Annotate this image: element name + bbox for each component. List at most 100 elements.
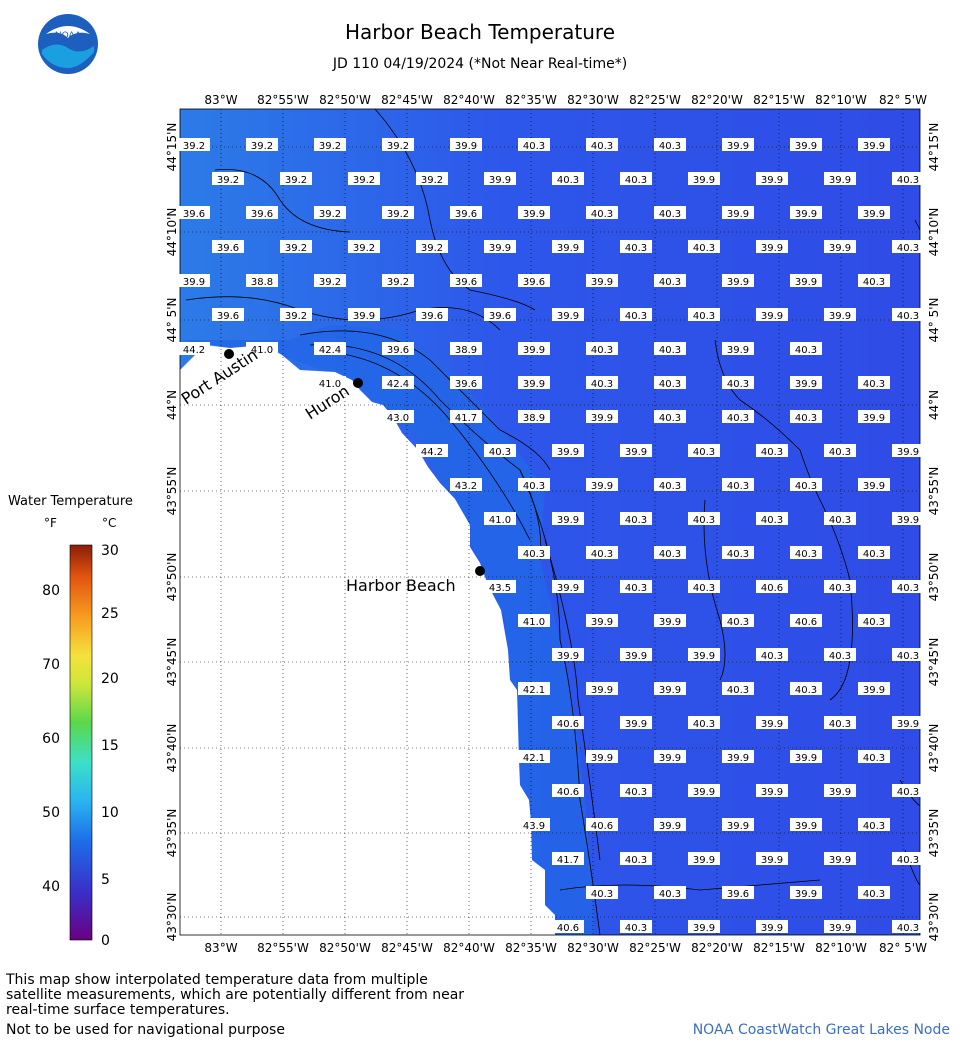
temperature-value: 39.9 — [756, 852, 788, 866]
temperature-value: 40.3 — [824, 648, 856, 662]
legend-celsius-ticks: 30 25 20 15 10 5 0 — [101, 543, 119, 949]
temperature-text: 40.3 — [727, 379, 749, 390]
longitude-label: 82° 5'W — [879, 93, 927, 107]
temperature-text: 39.9 — [693, 787, 715, 798]
temperature-value: 39.9 — [552, 648, 584, 662]
legend-fahrenheit-ticks: 80 70 60 50 40 — [42, 583, 60, 895]
temperature-text: 39.9 — [795, 277, 817, 288]
temperature-value: 40.3 — [892, 240, 924, 254]
temperature-text: 39.2 — [183, 141, 205, 152]
temperature-value: 40.3 — [518, 546, 550, 560]
temperature-text: 40.3 — [659, 889, 681, 900]
temperature-labels: 39.2 39.2 39.2 39.2 39.9 40.3 40.3 40.3 39.9 39.9… — [178, 138, 924, 934]
legend-c-tick: 0 — [101, 933, 110, 949]
temperature-value: 39.2 — [246, 138, 278, 152]
temperature-value: 39.9 — [518, 206, 550, 220]
temperature-value: 39.9 — [688, 920, 720, 934]
temperature-text: 40.3 — [659, 209, 681, 220]
temperature-value: 40.3 — [892, 648, 924, 662]
latitude-label: 43°40'N — [927, 724, 941, 773]
temperature-text: 39.9 — [829, 175, 851, 186]
temperature-value: 40.6 — [552, 716, 584, 730]
temperature-value: 39.9 — [756, 308, 788, 322]
temperature-value: 40.3 — [620, 512, 652, 526]
temperature-text: 39.9 — [863, 209, 885, 220]
longitude-label: 82°40'W — [443, 941, 495, 955]
temperature-text: 39.9 — [727, 277, 749, 288]
temperature-text: 39.9 — [863, 481, 885, 492]
temperature-text: 39.9 — [591, 753, 613, 764]
longitude-label: 82°35'W — [505, 93, 557, 107]
temperature-value: 39.6 — [416, 308, 448, 322]
temperature-value: 39.9 — [756, 716, 788, 730]
temperature-value: 40.3 — [586, 546, 618, 560]
temperature-text: 40.3 — [863, 617, 885, 628]
temperature-text: 40.3 — [523, 141, 545, 152]
temperature-text: 39.9 — [591, 685, 613, 696]
temperature-value: 39.9 — [722, 206, 754, 220]
temperature-value: 40.3 — [654, 546, 686, 560]
temperature-value: 39.2 — [280, 308, 312, 322]
credit-link[interactable]: NOAA CoastWatch Great Lakes Node — [692, 1022, 950, 1038]
temperature-text: 39.9 — [591, 617, 613, 628]
temperature-value: 39.9 — [450, 138, 482, 152]
temperature-value: 39.9 — [586, 478, 618, 492]
temperature-text: 40.3 — [795, 481, 817, 492]
temperature-value: 39.9 — [756, 172, 788, 186]
temperature-value: 39.9 — [722, 750, 754, 764]
temperature-text: 39.6 — [489, 311, 511, 322]
temperature-text: 39.9 — [795, 889, 817, 900]
temperature-value: 40.3 — [858, 274, 890, 288]
latitude-label: 44°10'N — [927, 208, 941, 257]
temperature-value: 40.3 — [620, 172, 652, 186]
temperature-text: 39.9 — [183, 277, 205, 288]
longitude-label: 82°50'W — [319, 941, 371, 955]
land — [180, 345, 555, 935]
longitude-label: 82°55'W — [257, 941, 309, 955]
temperature-text: 39.9 — [659, 685, 681, 696]
latitude-label: 43°30'N — [165, 893, 179, 942]
longitude-label: 82°10'W — [815, 93, 867, 107]
temperature-text: 39.9 — [693, 855, 715, 866]
huron-marker — [353, 378, 363, 388]
temperature-value: 39.9 — [858, 682, 890, 696]
temperature-value: 39.2 — [280, 172, 312, 186]
longitude-label: 82°40'W — [443, 93, 495, 107]
temperature-text: 39.6 — [183, 209, 205, 220]
temperature-text: 39.2 — [319, 141, 341, 152]
temperature-value: 39.2 — [382, 206, 414, 220]
temperature-value: 39.2 — [416, 240, 448, 254]
temperature-value: 40.3 — [688, 308, 720, 322]
legend-f-tick: 60 — [42, 731, 60, 747]
legend-c-tick: 20 — [101, 671, 119, 687]
temperature-value: 39.6 — [450, 376, 482, 390]
temperature-value: 40.3 — [790, 410, 822, 424]
temperature-text: 40.3 — [659, 481, 681, 492]
temperature-value: 39.2 — [348, 172, 380, 186]
temperature-value: 40.3 — [858, 376, 890, 390]
temperature-value: 40.3 — [824, 444, 856, 458]
temperature-text: 39.9 — [557, 651, 579, 662]
temperature-text: 40.3 — [625, 311, 647, 322]
longitude-label: 82°25'W — [629, 941, 681, 955]
legend-c-tick: 30 — [101, 543, 119, 559]
temperature-value: 38.9 — [450, 342, 482, 356]
latitude-label: 44°10'N — [165, 208, 179, 257]
temperature-text: 39.9 — [863, 141, 885, 152]
temperature-value: 40.3 — [790, 546, 822, 560]
legend-title: Water Temperature — [8, 494, 133, 509]
temperature-value: 40.3 — [858, 546, 890, 560]
temperature-value: 39.9 — [790, 376, 822, 390]
temperature-text: 40.3 — [795, 345, 817, 356]
temperature-value: 41.0 — [246, 342, 278, 356]
temperature-value: 39.9 — [756, 784, 788, 798]
temperature-text: 39.6 — [455, 209, 477, 220]
temperature-text: 39.2 — [319, 209, 341, 220]
temperature-value: 43.2 — [450, 478, 482, 492]
temperature-text: 41.0 — [489, 515, 511, 526]
temperature-text: 39.9 — [523, 209, 545, 220]
temperature-text: 40.3 — [489, 447, 511, 458]
temperature-value: 40.3 — [654, 410, 686, 424]
temperature-text: 39.9 — [727, 821, 749, 832]
temperature-value: 40.3 — [654, 478, 686, 492]
